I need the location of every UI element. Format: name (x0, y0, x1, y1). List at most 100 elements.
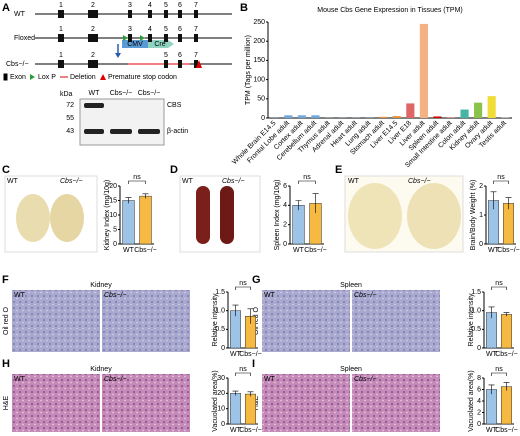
significance-bracket (298, 180, 316, 184)
bar (122, 200, 135, 245)
image-label: WT (14, 376, 26, 383)
x-tick-label: Cbs−/− (495, 351, 518, 358)
exon-number: 5 (164, 26, 168, 33)
exon-number: 7 (194, 52, 198, 59)
exon (88, 34, 98, 42)
y-axis-label: Vacuolated area(%) (212, 370, 219, 431)
y-tick-label: 150 (253, 57, 265, 64)
exon (164, 60, 168, 68)
y-tick-label: 5 (113, 226, 117, 233)
bar (292, 205, 305, 245)
exon (194, 10, 198, 18)
exon-number: 3 (128, 26, 132, 33)
y-tick-label: 100 (253, 76, 265, 83)
bar (419, 23, 428, 119)
x-tick-label: Cbs−/− (304, 247, 327, 254)
bar (501, 314, 512, 349)
exon (148, 34, 152, 42)
exon-number: 2 (91, 52, 95, 59)
bar (433, 116, 442, 118)
blot-lane: WT (89, 90, 101, 97)
y-tick-label: 2 (283, 222, 287, 229)
bar (245, 393, 256, 425)
y-tick-label: 1.5 (215, 289, 225, 296)
exon-number: 5 (164, 2, 168, 9)
row-label: Cbs−/− (6, 61, 29, 68)
bar (486, 389, 497, 425)
exon-number: 1 (59, 2, 63, 9)
y-tick-label: 0 (113, 241, 117, 248)
error-bar (312, 193, 319, 214)
error-bar (125, 197, 132, 204)
panel-letter: D (170, 164, 178, 176)
exon (164, 34, 168, 42)
image-label: Cbs−/− (104, 292, 127, 299)
loxp (123, 35, 128, 41)
exon (128, 34, 132, 42)
y-tick-label: 0 (479, 241, 483, 248)
y-tick-label: 2 (477, 409, 481, 416)
significance-bracket (491, 372, 507, 376)
bar (503, 203, 514, 245)
exon-number: 6 (178, 26, 182, 33)
y-tick-label: 4 (283, 202, 287, 209)
image-label: WT (7, 178, 19, 185)
blot-lane: Cbs−/− (138, 90, 161, 97)
blot-marker: 43 (66, 128, 74, 135)
blot-marker: 55 (66, 115, 74, 122)
loxp (140, 35, 145, 41)
y-tick-label: 200 (253, 38, 265, 45)
y-tick-label: 0.5 (471, 326, 481, 333)
bar (379, 116, 388, 118)
x-tick-label: Cbs−/− (239, 351, 262, 358)
x-tick-label: WT (230, 351, 242, 358)
y-tick-label: 0 (221, 345, 225, 352)
exon-number: 4 (148, 26, 152, 33)
legend-label: Premature stop codon (108, 74, 177, 81)
x-tick-label: Cbs−/− (495, 427, 518, 434)
significance-bracket (235, 372, 251, 376)
tissue-title: Spleen (340, 366, 362, 373)
y-tick-label: 1 (479, 212, 483, 219)
tissue-title: Kidney (90, 282, 112, 289)
blot-band: β-actin (167, 128, 188, 135)
significance-bracket (128, 180, 146, 184)
gene-model (3, 13, 232, 81)
x-tick-label: Cbs−/− (134, 247, 157, 254)
stain-label: H&E (3, 395, 10, 410)
exon (58, 10, 64, 18)
bar (392, 116, 401, 118)
image-label: WT (182, 178, 194, 185)
bar (487, 96, 496, 118)
y-tick-label: 0.5 (215, 326, 225, 333)
y-tick-label: 0 (477, 345, 481, 352)
legend-label: Exon (10, 74, 26, 81)
significance-bracket (491, 286, 507, 290)
image-label: WT (264, 376, 276, 383)
tissue-title: Spleen (340, 282, 362, 289)
exon-number: 1 (59, 26, 63, 33)
image-label: Cbs−/− (354, 292, 377, 299)
panel-letter: G (252, 274, 261, 286)
exon-number: 5 (164, 52, 168, 59)
exon-number: 7 (194, 26, 198, 33)
bar (297, 115, 306, 118)
stop-codon (196, 60, 202, 68)
exon (178, 10, 182, 18)
row-label: WT (14, 11, 26, 18)
y-axis-label: Relative intensity (212, 293, 219, 346)
error-bar (247, 308, 254, 324)
y-tick-label: 10 (217, 406, 225, 413)
x-tick-label: WT (230, 427, 242, 434)
error-bar (232, 390, 239, 396)
cre-label: Cre (154, 41, 165, 48)
y-tick-label: 20 (109, 183, 117, 190)
error-bar (503, 382, 510, 391)
cmv-label: CMV (127, 41, 143, 48)
bar (139, 195, 152, 245)
panel-letter: A (2, 2, 10, 14)
exon (58, 60, 64, 68)
x-tick-label: WT (486, 427, 498, 434)
y-tick-label: 4 (477, 398, 481, 405)
